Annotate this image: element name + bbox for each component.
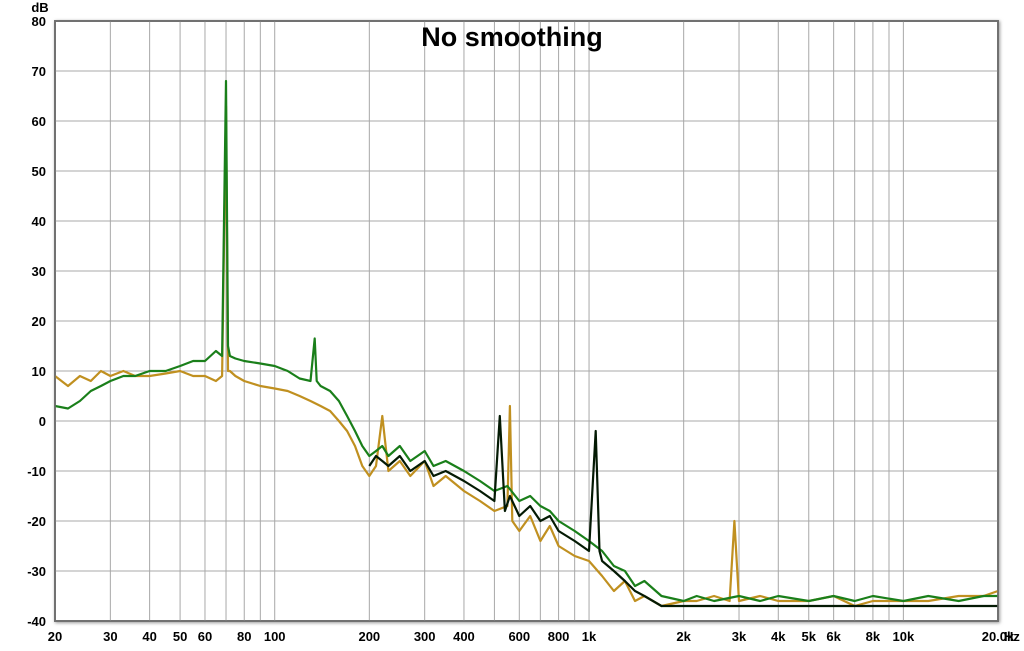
x-axis-unit: Hz — [1004, 629, 1020, 644]
series-line-2 — [55, 79, 998, 603]
y-tick-label: 50 — [32, 164, 46, 179]
x-tick-label: 10k — [893, 629, 915, 644]
series-line-1 — [55, 104, 998, 608]
series-layer — [55, 79, 998, 608]
x-tick-label: 3k — [732, 629, 747, 644]
y-tick-label: 80 — [32, 14, 46, 29]
series-line-3 — [368, 414, 998, 608]
chart-title: No smoothing — [421, 22, 602, 52]
x-tick-label: 4k — [771, 629, 786, 644]
y-tick-label: -10 — [27, 464, 46, 479]
x-tick-label: 1k — [582, 629, 597, 644]
x-tick-label: 5k — [802, 629, 817, 644]
y-tick-label: 30 — [32, 264, 46, 279]
y-tick-label: 60 — [32, 114, 46, 129]
y-tick-label: -30 — [27, 564, 46, 579]
y-tick-label: 20 — [32, 314, 46, 329]
plot-frame — [54, 20, 999, 622]
x-tick-label: 6k — [826, 629, 841, 644]
x-tick-label: 8k — [866, 629, 881, 644]
x-tick-label: 60 — [198, 629, 212, 644]
x-tick-label: 30 — [103, 629, 117, 644]
y-tick-label: 10 — [32, 364, 46, 379]
x-tick-label: 20 — [48, 629, 62, 644]
y-tick-label: 0 — [39, 414, 46, 429]
y-tick-label: 70 — [32, 64, 46, 79]
x-tick-label: 2k — [676, 629, 691, 644]
x-tick-label: 80 — [237, 629, 251, 644]
x-tick-label: 40 — [142, 629, 156, 644]
x-tick-label: 20.0k — [982, 629, 1015, 644]
x-tick-label: 200 — [358, 629, 380, 644]
y-tick-labels: 80 70 60 50 40 30 20 10 0 -10 -20 -30 -40 — [27, 14, 46, 629]
x-tick-label: 100 — [264, 629, 286, 644]
x-tick-label: 300 — [414, 629, 436, 644]
x-tick-labels: 20 30 40 50 60 80 100 200 300 400 600 800 1k 2k 3k 4k 5k… — [48, 629, 1015, 644]
x-tick-label: 800 — [548, 629, 570, 644]
y-tick-label: -40 — [27, 614, 46, 629]
x-tick-label: 50 — [173, 629, 187, 644]
x-tick-label: 400 — [453, 629, 475, 644]
y-axis-unit: dB — [31, 0, 48, 15]
y-tick-label: 40 — [32, 214, 46, 229]
y-tick-label: -20 — [27, 514, 46, 529]
x-tick-label: 600 — [508, 629, 530, 644]
